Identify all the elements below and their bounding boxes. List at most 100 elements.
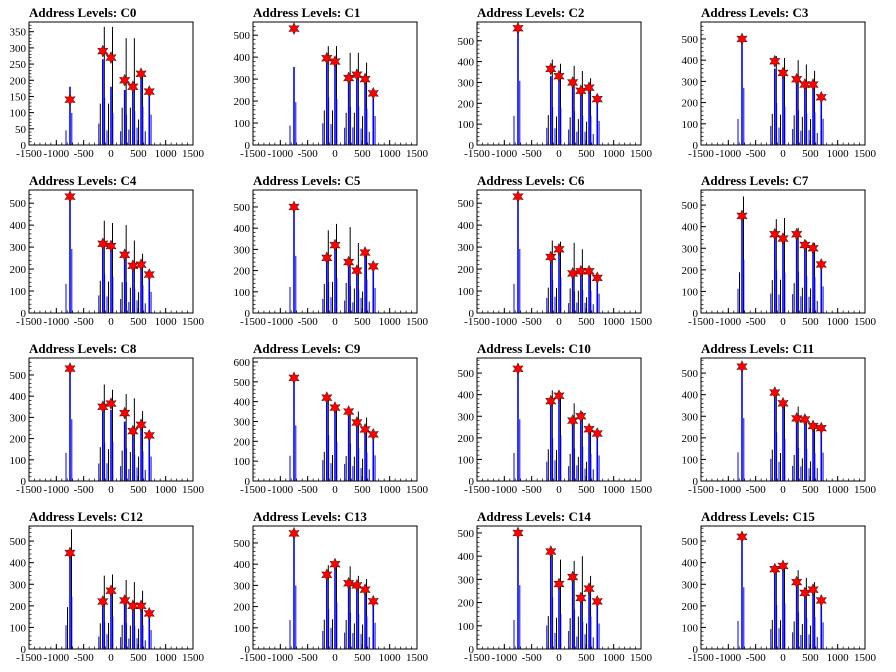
red-star-marker	[105, 584, 117, 598]
red-star-marker	[736, 32, 748, 46]
red-star-marker	[64, 190, 76, 204]
red-star-marker	[791, 227, 803, 241]
red-star-marker	[97, 44, 109, 58]
y-tick-label: 200	[10, 434, 27, 446]
red-star-marker	[575, 264, 587, 278]
red-star-marker	[777, 396, 789, 410]
red-star-marker	[815, 421, 827, 435]
y-tick-label: 200	[234, 96, 251, 108]
y-tick-label: 300	[10, 43, 27, 55]
red-star-marker	[777, 66, 789, 80]
red-star-marker	[135, 258, 147, 272]
y-tick-label: 200	[234, 266, 251, 278]
x-tick-label: -500	[74, 148, 95, 160]
x-tick-label: -500	[522, 652, 543, 664]
y-tick-label: 500	[682, 536, 699, 548]
red-star-marker	[288, 200, 300, 214]
x-tick-label: -1000	[267, 316, 293, 328]
red-star-marker	[135, 67, 147, 81]
x-tick-label: 500	[578, 316, 595, 328]
red-star-marker	[583, 81, 595, 95]
red-star-marker	[343, 255, 355, 269]
x-tick-label: 0	[108, 484, 114, 496]
x-tick-label: 1000	[603, 316, 626, 328]
y-tick-label: 200	[682, 433, 699, 445]
y-tick-label: 300	[10, 412, 27, 424]
red-star-marker	[512, 190, 524, 204]
chart-plot: 0 100 200 300 400 500 -1500 -1000 -500 0 500 1000 15…	[682, 525, 877, 664]
red-star-marker	[97, 237, 109, 251]
y-tick-label: 500	[458, 528, 475, 540]
red-star-marker	[105, 397, 117, 411]
y-tick-label: 500	[10, 370, 27, 382]
red-star-marker	[105, 51, 117, 65]
y-tick-label: 400	[682, 55, 699, 67]
y-tick-label: 0	[21, 644, 27, 656]
x-tick-label: -500	[298, 148, 319, 160]
x-tick-label: 1500	[406, 316, 429, 328]
y-tick-label: 200	[234, 602, 251, 614]
x-tick-label: 500	[354, 652, 371, 664]
red-star-marker	[343, 71, 355, 85]
y-tick-label: 300	[458, 411, 475, 423]
x-tick-label: 1000	[379, 316, 402, 328]
red-star-marker	[329, 557, 341, 571]
red-star-marker	[512, 21, 524, 35]
x-tick-label: 500	[354, 148, 371, 160]
x-tick-label: -1000	[43, 484, 69, 496]
x-tick-label: 0	[108, 316, 114, 328]
x-tick-label: 500	[130, 652, 147, 664]
y-tick-label: 500	[234, 377, 251, 389]
x-tick-label: 500	[130, 316, 147, 328]
y-tick-label: 0	[21, 476, 27, 488]
x-tick-label: -500	[746, 148, 767, 160]
red-star-marker	[64, 546, 76, 560]
x-tick-label: -500	[298, 652, 319, 664]
red-star-marker	[545, 394, 557, 408]
red-star-marker	[575, 409, 587, 423]
x-tick-label: -1000	[491, 148, 517, 160]
chart-plot: 0 100 200 300 400 500 -1500 -1000 -500 0 500 1000 15…	[458, 21, 653, 160]
y-tick-label: 250	[10, 59, 27, 71]
x-tick-label: 1000	[379, 484, 402, 496]
x-tick-label: 1000	[827, 484, 850, 496]
x-tick-label: -1000	[715, 148, 741, 160]
x-tick-label: -1500	[464, 316, 490, 328]
red-star-marker	[64, 362, 76, 376]
y-tick-label: 400	[234, 397, 251, 409]
x-tick-label: 1000	[603, 484, 626, 496]
x-tick-label: -1500	[464, 484, 490, 496]
y-tick-label: 150	[10, 91, 27, 103]
red-star-marker	[343, 576, 355, 590]
red-star-marker	[567, 75, 579, 89]
y-tick-label: 400	[458, 551, 475, 563]
red-star-marker	[143, 268, 155, 282]
x-tick-label: 500	[802, 652, 819, 664]
red-star-marker	[351, 68, 363, 82]
red-star-marker	[367, 86, 379, 100]
x-tick-label: -1500	[240, 652, 266, 664]
chart-title: Address Levels: C5	[253, 173, 361, 188]
x-tick-label: 1500	[854, 316, 877, 328]
y-tick-label: 300	[458, 77, 475, 89]
y-tick-label: 400	[234, 223, 251, 235]
y-tick-label: 500	[458, 36, 475, 48]
y-tick-label: 100	[10, 622, 27, 634]
y-tick-label: 100	[682, 119, 699, 131]
chart-plot: 0 100 200 300 400 500 -1500 -1000 -500 0 500 1000 15…	[682, 21, 877, 160]
chart-panel-c12: 0 100 200 300 400 500 -1500 -1000 -500 0 500 1000 15…	[0, 504, 224, 672]
y-tick-label: 500	[458, 198, 475, 210]
chart-plot: 0 100 200 300 400 500 600 -1500 -1000 -500 0 500 100…	[234, 357, 429, 496]
y-tick-label: 600	[234, 357, 251, 369]
x-tick-label: 0	[780, 484, 786, 496]
red-star-marker	[545, 545, 557, 559]
x-tick-label: -500	[522, 316, 543, 328]
y-tick-label: 500	[10, 198, 27, 210]
red-star-marker	[288, 22, 300, 36]
y-tick-label: 100	[234, 118, 251, 130]
x-tick-label: 500	[354, 484, 371, 496]
y-tick-label: 300	[234, 244, 251, 256]
x-tick-label: -500	[746, 652, 767, 664]
red-star-marker	[367, 259, 379, 273]
red-star-marker	[791, 411, 803, 425]
